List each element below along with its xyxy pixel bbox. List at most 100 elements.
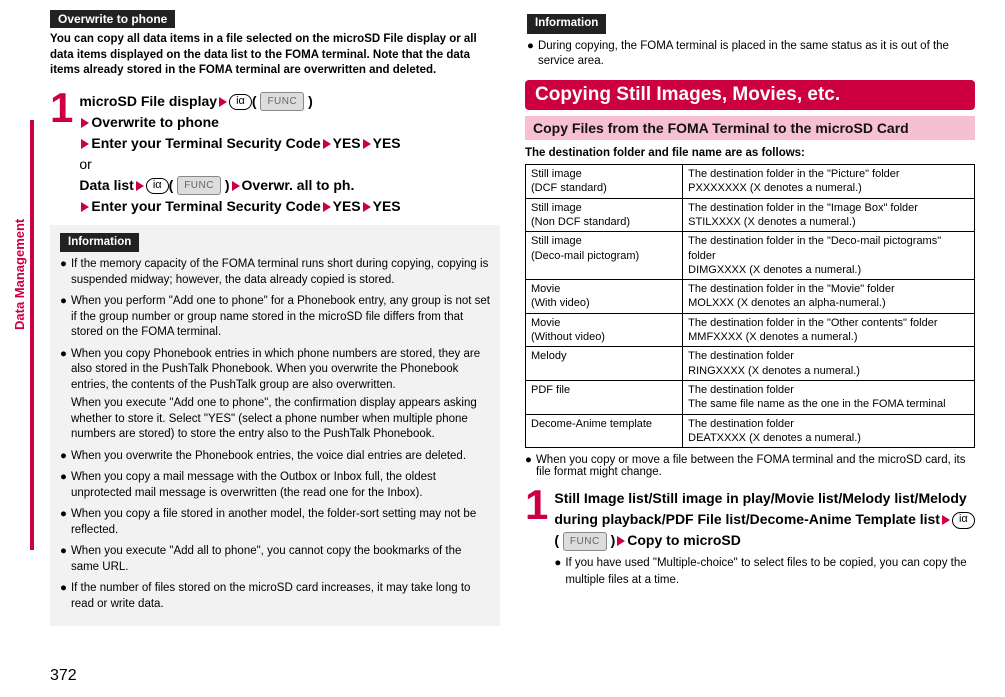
info-box-left: Information ●If the memory capacity of t… xyxy=(50,225,500,627)
overwrite-intro: You can copy all data items in a file se… xyxy=(50,32,500,79)
arrow-icon xyxy=(363,139,371,149)
arrow-icon xyxy=(219,97,227,107)
key-icon: iα xyxy=(952,512,975,528)
info-item-row: ●When you execute "Add all to phone", yo… xyxy=(60,544,490,575)
table-row: Movie(Without video)The destination fold… xyxy=(526,313,975,347)
step-footnote: If you have used "Multiple-choice" to se… xyxy=(565,555,975,590)
table-row: Still image(Deco-mail pictogram)The dest… xyxy=(526,232,975,280)
info-item-row: ●When you copy Phonebook entries in whic… xyxy=(60,347,490,443)
arrow-icon xyxy=(323,139,331,149)
info-item: If the memory capacity of the FOMA termi… xyxy=(71,257,490,288)
bullet-dot: ● xyxy=(60,294,67,341)
arrow-icon xyxy=(81,118,89,128)
table-footnote: When you copy or move a file between the… xyxy=(536,454,975,478)
table-cell-dest: The destination folderDEATXXXX (X denote… xyxy=(683,414,975,448)
step-number: 1 xyxy=(525,484,548,526)
step-number: 1 xyxy=(50,87,73,129)
func-label: FUNC xyxy=(177,176,221,195)
table-cell-type: Still image(Deco-mail pictogram) xyxy=(526,232,683,280)
table-cell-type: Still image(DCF standard) xyxy=(526,165,683,199)
table-cell-type: Movie(Without video) xyxy=(526,313,683,347)
arrow-icon xyxy=(136,181,144,191)
table-row: Still image(DCF standard)The destination… xyxy=(526,165,975,199)
step-text: YES xyxy=(373,198,401,214)
table-cell-type: Melody xyxy=(526,347,683,381)
table-cell-type: Movie(With video) xyxy=(526,280,683,314)
step-or: or xyxy=(79,156,91,172)
table-row: Still image(Non DCF standard)The destina… xyxy=(526,198,975,232)
table-row: Decome-Anime templateThe destination fol… xyxy=(526,414,975,448)
info-item: When you perform "Add one to phone" for … xyxy=(71,294,490,341)
key-icon: iα xyxy=(229,94,252,110)
overwrite-tag: Overwrite to phone xyxy=(50,10,175,28)
table-cell-dest: The destination folder in the "Deco-mail… xyxy=(683,232,975,280)
info-label: Information xyxy=(527,14,606,34)
func-label: FUNC xyxy=(563,532,607,551)
bullet-dot: ● xyxy=(60,581,67,612)
table-row: Movie(With video)The destination folder … xyxy=(526,280,975,314)
info-label: Information xyxy=(60,233,139,253)
section-title: Copying Still Images, Movies, etc. xyxy=(525,80,975,110)
info-item-row: ●When you copy a mail message with the O… xyxy=(60,470,490,501)
table-cell-dest: The destination folder in the "Image Box… xyxy=(683,198,975,232)
side-tab-bar xyxy=(30,120,34,550)
bullet-dot: ● xyxy=(60,449,67,465)
bullet-dot: ● xyxy=(60,507,67,538)
info-item-row: ●If the number of files stored on the mi… xyxy=(60,581,490,612)
dest-intro: The destination folder and file name are… xyxy=(525,146,975,162)
bullet-dot: ● xyxy=(60,347,67,443)
table-cell-dest: The destination folderRINGXXXX (X denote… xyxy=(683,347,975,381)
arrow-icon xyxy=(81,202,89,212)
left-column: Overwrite to phone You can copy all data… xyxy=(50,10,500,626)
step-1-right: 1 Still Image list/Still image in play/M… xyxy=(525,484,975,596)
info-item: If the number of files stored on the mic… xyxy=(71,581,490,612)
sub-title: Copy Files from the FOMA Terminal to the… xyxy=(525,116,975,140)
step-text: Enter your Terminal Security Code xyxy=(91,198,320,214)
step-text: Data list xyxy=(79,177,133,193)
step-text: microSD File display xyxy=(79,93,217,109)
step-text: YES xyxy=(333,135,361,151)
arrow-icon xyxy=(942,515,950,525)
step-text: Enter your Terminal Security Code xyxy=(91,135,320,151)
info-item: When you copy a file stored in another m… xyxy=(71,507,490,538)
bullet-dot: ● xyxy=(554,555,561,590)
table-cell-dest: The destination folder in the "Picture" … xyxy=(683,165,975,199)
info-item: During copying, the FOMA terminal is pla… xyxy=(538,39,973,70)
info-box-right-top: Information ●During copying, the FOMA te… xyxy=(525,10,975,80)
bullet-dot: ● xyxy=(525,454,532,478)
side-tab: Data Management xyxy=(12,219,27,330)
table-cell-type: PDF file xyxy=(526,380,683,414)
bullet-dot: ● xyxy=(527,39,534,70)
arrow-icon xyxy=(617,536,625,546)
step-text: YES xyxy=(333,198,361,214)
arrow-icon xyxy=(323,202,331,212)
table-cell-dest: The destination folderThe same file name… xyxy=(683,380,975,414)
info-item: When you overwrite the Phonebook entries… xyxy=(71,449,466,465)
arrow-icon xyxy=(232,181,240,191)
step-text: YES xyxy=(373,135,401,151)
right-column: Information ●During copying, the FOMA te… xyxy=(525,10,975,626)
table-row: PDF fileThe destination folderThe same f… xyxy=(526,380,975,414)
bullet-dot: ● xyxy=(60,470,67,501)
key-icon: iα xyxy=(146,178,169,194)
info-item-row: ●When you overwrite the Phonebook entrie… xyxy=(60,449,490,465)
bullet-dot: ● xyxy=(60,544,67,575)
step-1-left: 1 microSD File displayiα( FUNC ) Overwri… xyxy=(50,87,500,217)
table-cell-dest: The destination folder in the "Other con… xyxy=(683,313,975,347)
info-item: When you copy a mail message with the Ou… xyxy=(71,470,490,501)
page-number: 372 xyxy=(50,667,77,685)
info-item-row: ●When you copy a file stored in another … xyxy=(60,507,490,538)
info-item: When you copy Phonebook entries in which… xyxy=(71,347,490,443)
info-item-row: ●When you perform "Add one to phone" for… xyxy=(60,294,490,341)
arrow-icon xyxy=(363,202,371,212)
bullet-dot: ● xyxy=(60,257,67,288)
step-text: Copy to microSD xyxy=(627,532,741,548)
step-text: Overwr. all to ph. xyxy=(242,177,355,193)
info-item-row: ●If the memory capacity of the FOMA term… xyxy=(60,257,490,288)
arrow-icon xyxy=(81,139,89,149)
table-row: MelodyThe destination folderRINGXXXX (X … xyxy=(526,347,975,381)
table-cell-dest: The destination folder in the "Movie" fo… xyxy=(683,280,975,314)
info-item: When you execute "Add all to phone", you… xyxy=(71,544,490,575)
step-text: Still Image list/Still image in play/Mov… xyxy=(554,490,966,527)
func-label: FUNC xyxy=(260,92,304,111)
